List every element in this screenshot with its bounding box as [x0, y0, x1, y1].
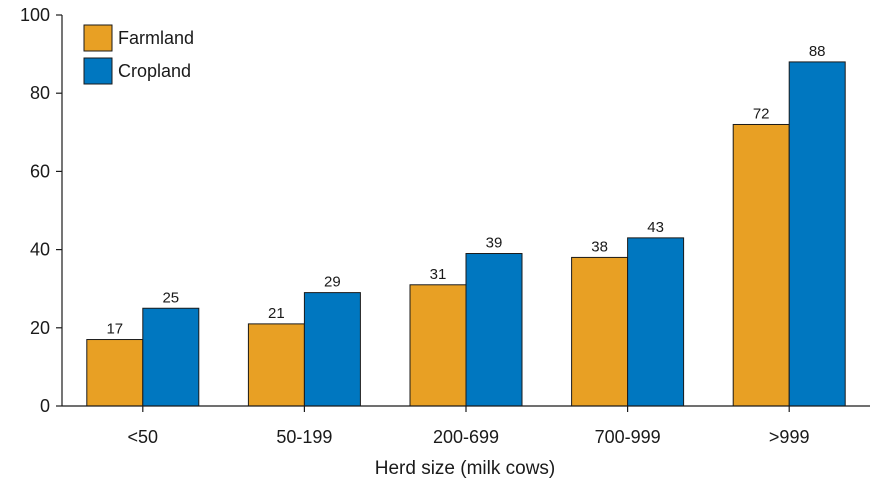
data-label-farmland-2: 31 [430, 266, 447, 283]
x-axis-title: Herd size (milk cows) [375, 458, 556, 479]
y-tick-label-2: 40 [30, 240, 50, 260]
bar-farmland-1 [247, 323, 305, 407]
bar-cropland-1 [303, 292, 361, 407]
legend: Farmland Cropland [83, 24, 194, 85]
data-label-cropland-0: 25 [162, 289, 179, 306]
bar-cropland-2 [465, 253, 523, 407]
data-label-cropland-4: 88 [809, 43, 826, 60]
y-tick-label-4: 80 [30, 83, 50, 103]
data-label-cropland-3: 43 [647, 219, 664, 236]
bar-cropland-4 [788, 61, 846, 407]
x-tick-label-4: >999 [769, 427, 810, 447]
data-label-farmland-4: 72 [753, 105, 770, 122]
legend-swatch-farmland [83, 24, 113, 52]
bar-farmland-0 [86, 339, 144, 407]
legend-label-farmland: Farmland [118, 28, 194, 48]
y-tick-label-1: 20 [30, 318, 50, 338]
bar-cropland-0 [142, 307, 200, 407]
y-tick-label-0: 0 [40, 396, 50, 416]
x-tick-label-3: 700-999 [595, 427, 661, 447]
x-tick-label-1: 50-199 [276, 427, 332, 447]
y-tick-label-3: 60 [30, 161, 50, 181]
legend-label-cropland: Cropland [118, 61, 191, 81]
axes-layer: <50 50-199 200-699 700-999 >999 0 20 40 60 80 100 [20, 5, 870, 447]
bar-farmland-3 [571, 256, 629, 407]
data-label-farmland-0: 17 [106, 321, 123, 338]
data-label-cropland-1: 29 [324, 274, 341, 291]
bar-farmland-4 [732, 123, 790, 407]
bar-cropland-3 [627, 237, 685, 407]
data-labels-layer: 17 25 21 29 31 39 38 43 72 88 [106, 43, 825, 338]
data-label-farmland-1: 21 [268, 305, 285, 322]
data-label-farmland-3: 38 [591, 238, 608, 255]
bars-layer [86, 61, 846, 407]
bar-farmland-2 [409, 284, 467, 407]
x-tick-label-2: 200-699 [433, 427, 499, 447]
y-tick-label-5: 100 [20, 5, 50, 25]
data-label-cropland-2: 39 [486, 235, 503, 252]
legend-swatch-cropland [83, 57, 113, 85]
x-tick-label-0: <50 [128, 427, 159, 447]
